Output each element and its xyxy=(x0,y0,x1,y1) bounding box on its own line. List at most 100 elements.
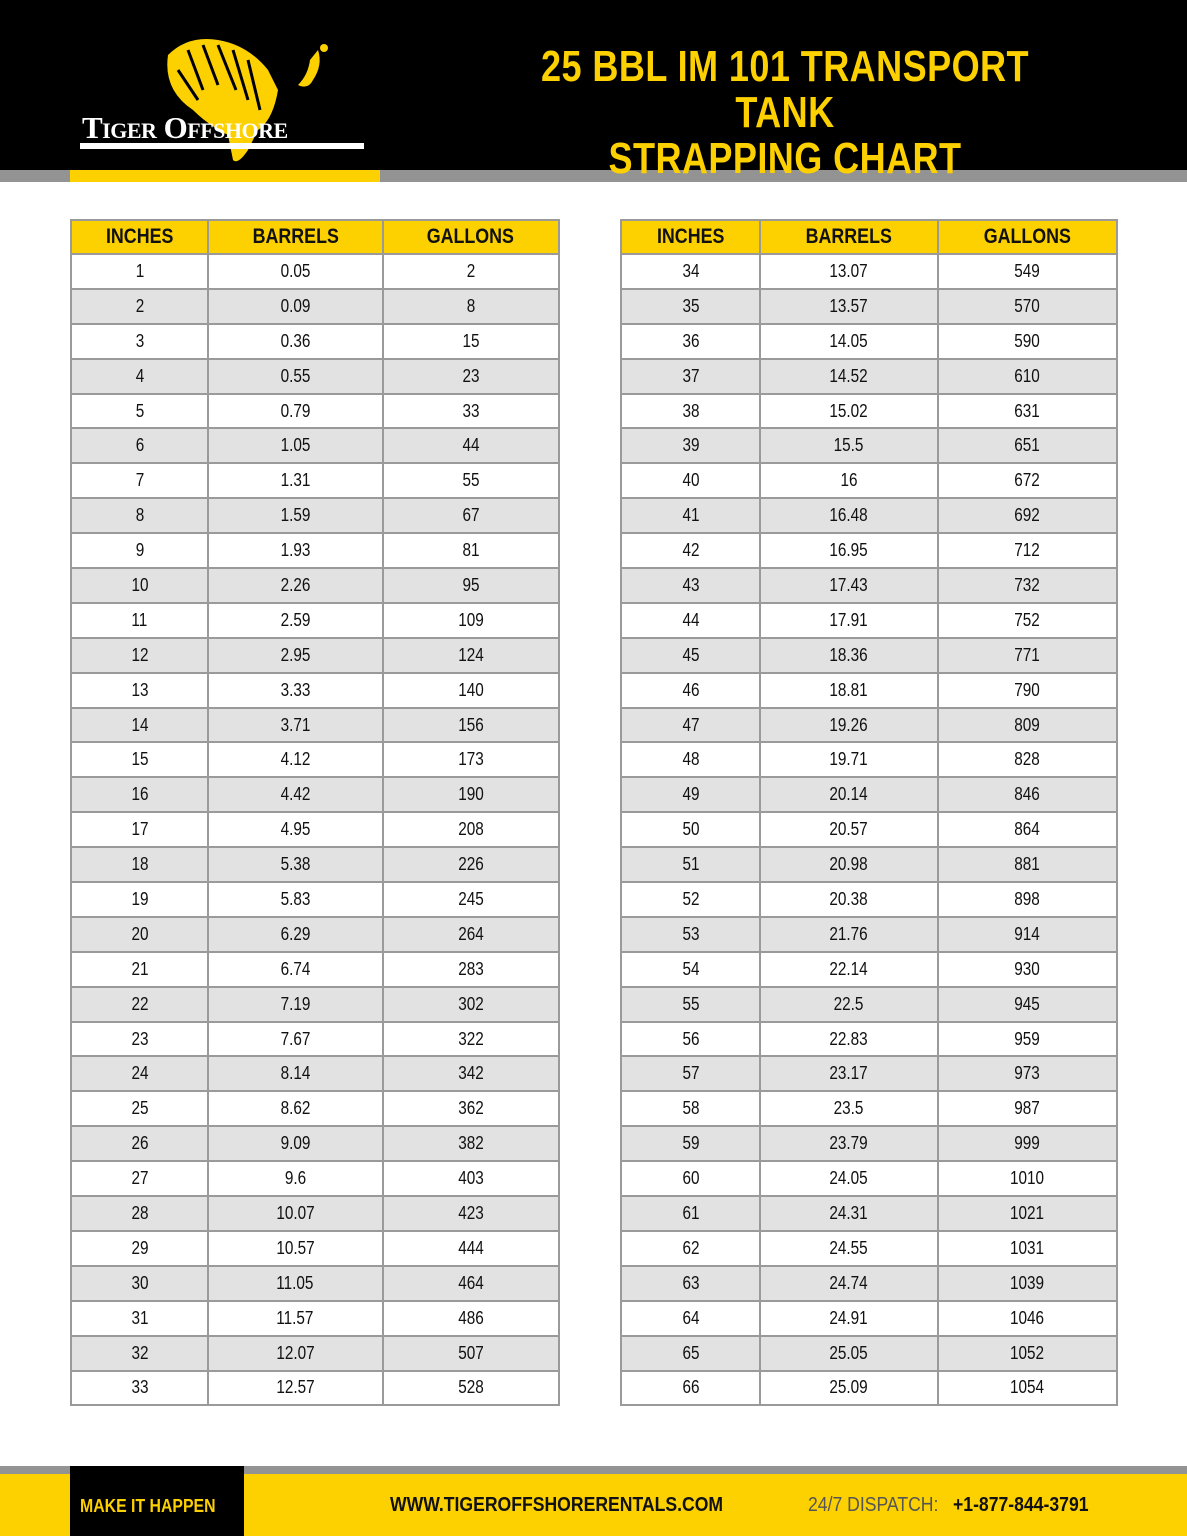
cell-value: 42 xyxy=(682,540,700,561)
cell-inches: 25 xyxy=(69,1090,210,1128)
dispatch-phone[interactable]: +1-877-844-3791 xyxy=(953,1494,1107,1517)
cell-value: 45 xyxy=(682,644,700,665)
cell-gallons: 8 xyxy=(381,287,561,325)
cell-value: 914 xyxy=(1014,923,1041,944)
page-title: 25 BBL IM 101 TRANSPORT TANK STRAPPING C… xyxy=(502,44,1068,182)
table-row: 12 2.95 124 xyxy=(69,636,561,674)
table-row: 7 1.31 55 xyxy=(69,462,561,500)
cell-barrels: 10.07 xyxy=(207,1195,384,1232)
cell-value: 53 xyxy=(682,923,700,944)
cell-value: 52 xyxy=(682,888,700,909)
cell-value: 4.95 xyxy=(280,819,311,840)
cell-barrels: 2.59 xyxy=(207,601,384,639)
cell-value: 15 xyxy=(131,749,149,770)
cell-barrels: 19.71 xyxy=(759,741,939,779)
column-header-inches: INCHES xyxy=(619,219,762,255)
cell-value: 7.19 xyxy=(280,993,311,1014)
cell-value: 34 xyxy=(682,260,700,281)
cell-value: 486 xyxy=(458,1307,484,1328)
table-row: 39 15.5 651 xyxy=(619,427,1119,465)
table-row: 29 10.57 444 xyxy=(69,1229,561,1267)
logo-underline xyxy=(80,143,364,149)
cell-gallons: 444 xyxy=(381,1229,561,1267)
cell-value: 60 xyxy=(682,1168,700,1189)
cell-barrels: 24.91 xyxy=(759,1299,939,1337)
table-row: 19 5.83 245 xyxy=(69,881,561,918)
cell-value: 23 xyxy=(462,365,480,386)
cell-barrels: 3.33 xyxy=(207,671,384,709)
cell-gallons: 828 xyxy=(936,741,1119,779)
cell-value: 47 xyxy=(682,714,700,735)
cell-value: 65 xyxy=(682,1342,700,1363)
dispatch-phone-text: +1-877-844-3791 xyxy=(953,1494,1089,1516)
header-divider-yellow xyxy=(70,170,380,182)
table-row: 60 24.05 1010 xyxy=(619,1160,1119,1198)
cell-value: 31 xyxy=(131,1307,149,1328)
cell-gallons: 790 xyxy=(936,671,1119,709)
cell-value: 13.07 xyxy=(829,260,869,281)
cell-value: 283 xyxy=(458,958,484,979)
cell-value: 24.74 xyxy=(829,1272,869,1293)
cell-inches: 64 xyxy=(619,1299,762,1337)
cell-value: 0.79 xyxy=(280,400,311,421)
cell-inches: 2 xyxy=(69,287,210,325)
website-link[interactable]: WWW.TIGEROFFSHORERENTALS.COM xyxy=(390,1494,769,1517)
cell-inches: 44 xyxy=(619,601,762,639)
cell-value: 0.09 xyxy=(280,295,311,316)
table-row: 17 4.95 208 xyxy=(69,811,561,849)
cell-barrels: 8.62 xyxy=(207,1090,384,1128)
cell-inches: 27 xyxy=(69,1160,210,1198)
table-row: 48 19.71 828 xyxy=(619,741,1119,779)
cell-value: 44 xyxy=(682,609,700,630)
cell-gallons: 1010 xyxy=(936,1160,1119,1198)
cell-gallons: 549 xyxy=(936,253,1119,290)
table-row: 6 1.05 44 xyxy=(69,427,561,465)
cell-inches: 55 xyxy=(619,985,762,1023)
cell-value: 322 xyxy=(458,1028,484,1049)
table-row: 35 13.57 570 xyxy=(619,287,1119,325)
cell-inches: 54 xyxy=(619,950,762,988)
cell-value: 1 xyxy=(135,260,144,281)
cell-barrels: 23.79 xyxy=(759,1125,939,1163)
cell-value: 16 xyxy=(840,470,858,491)
table-row: 27 9.6 403 xyxy=(69,1160,561,1198)
cell-value: 590 xyxy=(1014,330,1041,351)
cell-barrels: 24.74 xyxy=(759,1264,939,1302)
cell-inches: 5 xyxy=(69,392,210,430)
cell-value: 19.71 xyxy=(829,749,869,770)
table-row: 53 21.76 914 xyxy=(619,915,1119,953)
table-row: 5 0.79 33 xyxy=(69,392,561,430)
cell-inches: 14 xyxy=(69,706,210,744)
cell-gallons: 423 xyxy=(381,1195,561,1232)
cell-inches: 57 xyxy=(619,1055,762,1093)
cell-barrels: 11.57 xyxy=(207,1299,384,1337)
column-header-barrels: BARRELS xyxy=(759,219,939,255)
cell-value: 9.6 xyxy=(284,1168,306,1189)
cell-gallons: 245 xyxy=(381,881,561,918)
cell-value: 10.57 xyxy=(276,1237,315,1258)
cell-gallons: 987 xyxy=(936,1090,1119,1128)
table-row: 32 12.07 507 xyxy=(69,1334,561,1372)
cell-barrels: 6.29 xyxy=(207,915,384,953)
cell-gallons: 610 xyxy=(936,357,1119,395)
cell-inches: 56 xyxy=(619,1020,762,1058)
cell-value: 124 xyxy=(458,644,484,665)
cell-inches: 28 xyxy=(69,1195,210,1232)
cell-gallons: 570 xyxy=(936,287,1119,325)
cell-barrels: 25.09 xyxy=(759,1369,939,1407)
cell-inches: 3 xyxy=(69,322,210,360)
cell-value: 846 xyxy=(1014,784,1041,805)
cell-value: 10 xyxy=(131,574,149,595)
cell-value: 8 xyxy=(135,505,144,526)
cell-value: 25.05 xyxy=(829,1342,869,1363)
table-row: 4 0.55 23 xyxy=(69,357,561,395)
cell-value: 11.05 xyxy=(276,1272,314,1293)
cell-value: 264 xyxy=(458,923,484,944)
cell-barrels: 15.02 xyxy=(759,392,939,430)
cell-barrels: 1.59 xyxy=(207,497,384,535)
cell-barrels: 18.81 xyxy=(759,671,939,709)
cell-gallons: 930 xyxy=(936,950,1119,988)
cell-barrels: 22.5 xyxy=(759,985,939,1023)
cell-barrels: 7.67 xyxy=(207,1020,384,1058)
tagline: MAKE IT HAPPEN xyxy=(79,1495,216,1516)
